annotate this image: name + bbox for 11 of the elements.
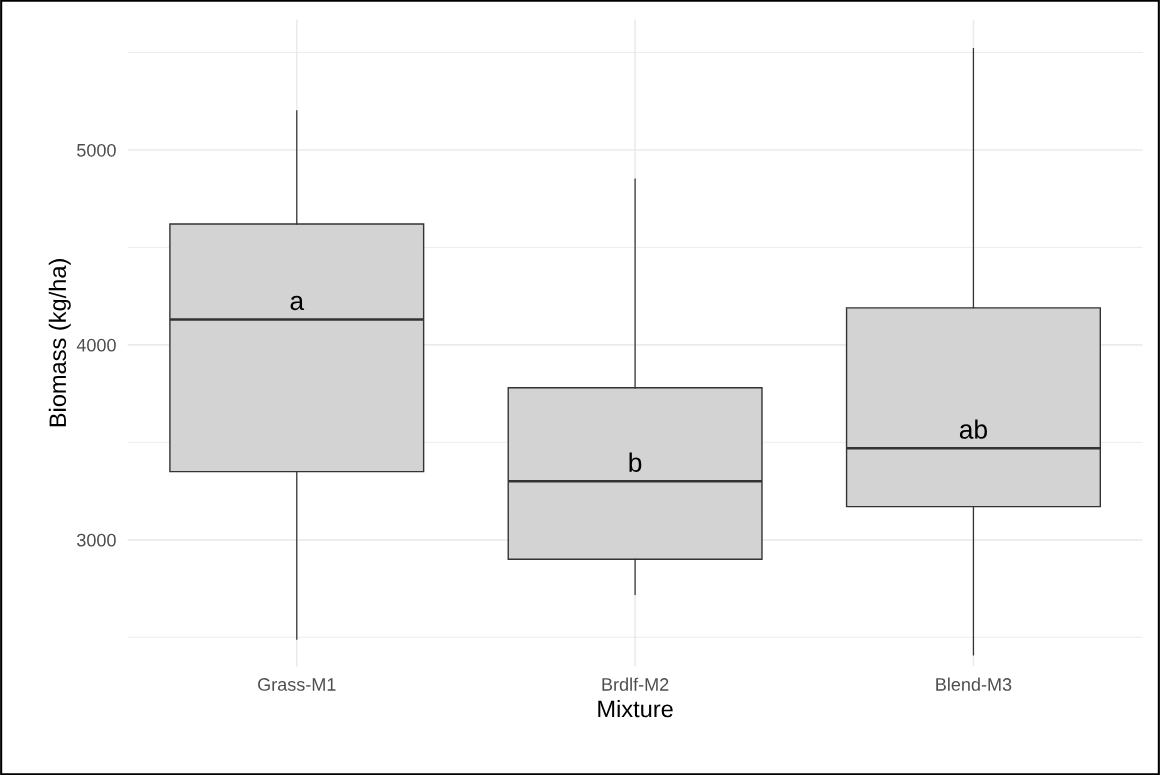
y-tick-label: 5000 [77,143,116,157]
x-axis-title: Mixture [598,700,673,718]
x-tick-label: Brdlf-M2 [602,677,669,691]
y-tick-label: 4000 [76,338,116,352]
annotation: ab [959,419,987,439]
x-tick-label: Blend-M3 [936,677,1012,691]
y-axis-title: Biomass (kg/ha) [48,259,71,427]
x-tick-label: Grass-M1 [258,678,336,691]
y-tick-label: 3000 [77,533,116,547]
annotation: a [290,295,305,311]
annotation: b [629,452,642,472]
